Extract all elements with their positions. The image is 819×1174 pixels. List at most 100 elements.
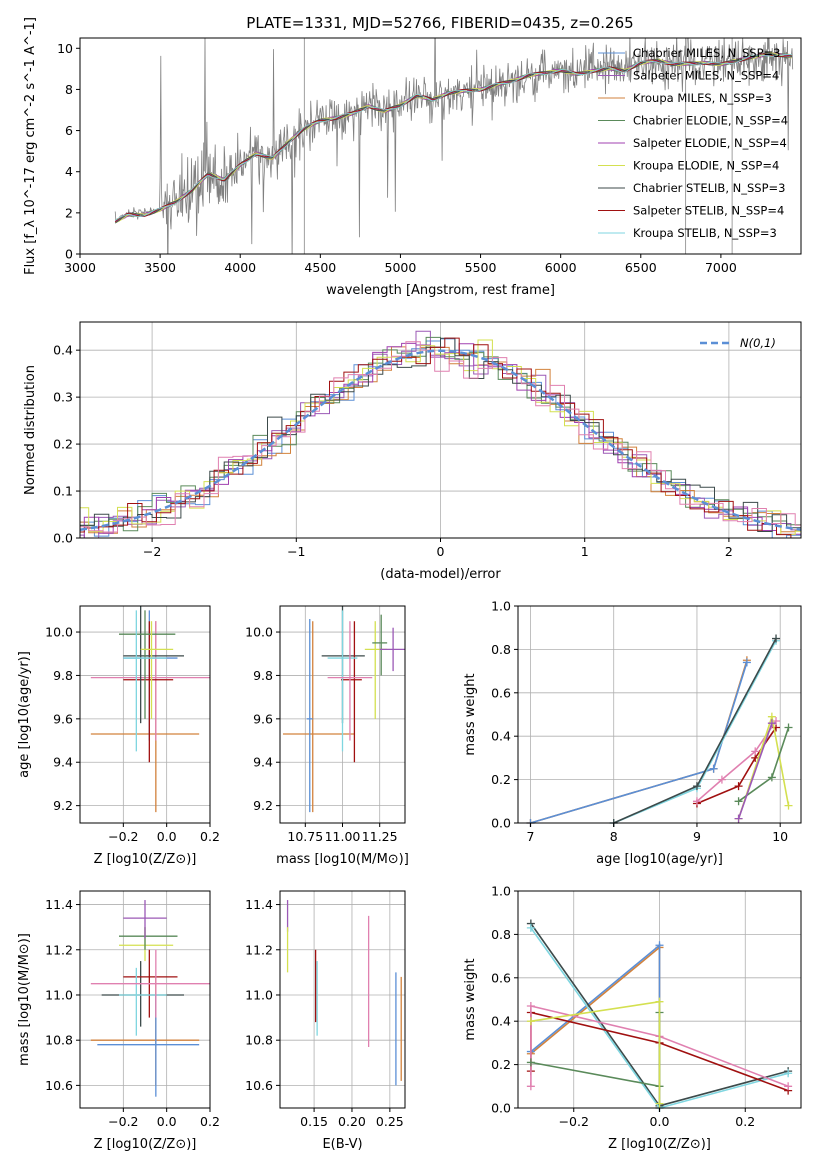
legend-label: Kroupa ELODIE, N_SSP=4 bbox=[633, 159, 779, 173]
y-tick-label: 10.0 bbox=[45, 625, 73, 640]
x-tick-label: 0.2 bbox=[200, 1114, 220, 1129]
y-tick-label: 0.0 bbox=[491, 816, 511, 831]
y-tick-label: 9.6 bbox=[253, 711, 273, 726]
y-tick-label: 11.4 bbox=[245, 897, 273, 912]
y-tick-label: 6 bbox=[65, 123, 73, 138]
legend-label: Salpeter MILES, N_SSP=4 bbox=[633, 69, 779, 83]
y-tick-label: 10.6 bbox=[45, 1078, 73, 1093]
x-tick-label: 0.2 bbox=[200, 829, 220, 844]
x-tick-label: 5000 bbox=[385, 260, 417, 275]
y-axis-label: age [log10(age/yr)] bbox=[17, 651, 32, 778]
y-tick-label: 9.8 bbox=[253, 668, 273, 683]
errorbar-point bbox=[379, 627, 405, 672]
y-tick-label: 0.2 bbox=[491, 772, 511, 787]
legend: Chabrier MILES, N_SSP=3 Salpeter MILES, N… bbox=[598, 46, 788, 240]
x-tick-label: 10.75 bbox=[287, 829, 323, 844]
errorbar-point bbox=[123, 606, 184, 724]
errorbar-point bbox=[364, 621, 388, 719]
weight-marker bbox=[655, 997, 664, 1006]
weight-marker bbox=[772, 634, 781, 643]
errorbar-point bbox=[341, 621, 362, 763]
y-tick-label: 11.0 bbox=[45, 987, 73, 1002]
legend-label: N(0,1) bbox=[740, 336, 776, 350]
y-tick-label: 10 bbox=[57, 41, 73, 56]
x-axis-label: wavelength [Angstrom, rest frame] bbox=[326, 283, 555, 298]
axes-frame bbox=[79, 605, 211, 824]
errorbar-point bbox=[306, 619, 313, 813]
histogram-step bbox=[80, 337, 801, 537]
weight-marker bbox=[767, 719, 776, 728]
weight-marker bbox=[709, 764, 718, 773]
y-tick-label: 11.2 bbox=[45, 942, 73, 957]
errorbar-point bbox=[123, 621, 174, 763]
y-axis-label: Flux [f_λ 10^-17 erg cm^-2 s^-1 A^-1] bbox=[23, 17, 38, 275]
y-tick-label: 10.8 bbox=[245, 1033, 273, 1048]
weight-marker bbox=[751, 747, 760, 756]
errorbar-point bbox=[282, 621, 355, 813]
histogram-step bbox=[80, 337, 801, 538]
y-tick-label: 0.0 bbox=[491, 1101, 511, 1116]
legend-label: Chabrier STELIB, N_SSP=3 bbox=[633, 181, 785, 195]
x-tick-label: 7000 bbox=[705, 260, 737, 275]
plot-area bbox=[80, 330, 801, 538]
axes-frame bbox=[79, 890, 211, 1109]
y-tick-label: 11.0 bbox=[245, 987, 273, 1002]
histogram-step bbox=[80, 339, 801, 535]
errorbar-point bbox=[119, 967, 167, 1036]
x-tick-label: 10 bbox=[772, 829, 788, 844]
weight-marker bbox=[784, 801, 793, 810]
weight-line bbox=[530, 943, 661, 1108]
weight-marker bbox=[784, 1082, 793, 1091]
x-axis-label: Z [log10(Z/Z⊙)] bbox=[94, 852, 197, 867]
x-tick-label: 0.0 bbox=[157, 829, 177, 844]
figure-title: PLATE=1331, MJD=52766, FIBERID=0435, z=0… bbox=[246, 14, 633, 32]
panel-massweight_vs_age: 7 8 9 10 0.0 0.2 0.4 0.6 0.8 1.0 age [log10(age/yr… bbox=[463, 599, 802, 867]
errorbar-point bbox=[140, 621, 174, 719]
legend-label: Salpeter ELODIE, N_SSP=4 bbox=[633, 136, 787, 150]
y-axis-label: Normed distribution bbox=[23, 365, 38, 495]
y-tick-label: 2 bbox=[65, 205, 73, 220]
x-tick-label: 8 bbox=[610, 829, 618, 844]
x-tick-label: 2 bbox=[725, 544, 733, 559]
y-tick-label: 9.4 bbox=[253, 755, 273, 770]
x-tick-label: 0.20 bbox=[338, 1114, 366, 1129]
x-tick-label: −0.2 bbox=[108, 829, 138, 844]
x-axis-label: mass [log10(M/M⊙)] bbox=[276, 852, 409, 867]
legend-label: Chabrier MILES, N_SSP=3 bbox=[633, 46, 780, 60]
weight-line bbox=[737, 716, 790, 819]
weight-marker bbox=[526, 1002, 535, 1011]
errorbar-point bbox=[90, 621, 210, 741]
y-tick-label: 10.8 bbox=[45, 1033, 73, 1048]
errorbar-point bbox=[90, 949, 210, 1018]
histogram-step bbox=[80, 330, 801, 538]
errorbar-point bbox=[119, 610, 176, 719]
y-tick-label: 0.2 bbox=[491, 1057, 511, 1072]
y-tick-label: 0.3 bbox=[53, 390, 73, 405]
x-tick-label: 0.0 bbox=[157, 1114, 177, 1129]
y-tick-label: 0 bbox=[65, 247, 73, 262]
panel-age_vs_mass: 10.75 11.00 11.25 9.2 9.4 9.6 9.8 10.0 mass [log… bbox=[245, 605, 409, 867]
plot-area bbox=[526, 919, 793, 1112]
errorbar-point bbox=[123, 900, 167, 939]
y-axis-label: mass [log10(M/M⊙)] bbox=[17, 933, 32, 1066]
x-tick-label: 7 bbox=[527, 829, 535, 844]
weight-marker bbox=[717, 775, 726, 784]
y-tick-label: 0.4 bbox=[491, 1014, 511, 1029]
legend-label: Salpeter STELIB, N_SSP=4 bbox=[633, 204, 784, 218]
y-tick-label: 10.6 bbox=[245, 1078, 273, 1093]
weight-line bbox=[530, 662, 748, 824]
x-tick-label: 6500 bbox=[625, 260, 657, 275]
x-tick-label: 4500 bbox=[304, 260, 336, 275]
x-tick-label: 5500 bbox=[465, 260, 497, 275]
weight-marker bbox=[742, 658, 751, 667]
errorbar-point bbox=[327, 610, 358, 752]
y-tick-label: 0.1 bbox=[53, 484, 73, 499]
legend-label: Kroupa MILES, N_SSP=3 bbox=[633, 91, 772, 105]
weight-marker bbox=[526, 923, 535, 932]
y-tick-label: 9.6 bbox=[53, 711, 73, 726]
weight-marker bbox=[734, 797, 743, 806]
x-tick-label: 1 bbox=[581, 544, 589, 559]
x-tick-label: 0.0 bbox=[650, 1114, 670, 1129]
y-tick-label: 10.0 bbox=[245, 625, 273, 640]
y-tick-label: 0.4 bbox=[53, 343, 73, 358]
